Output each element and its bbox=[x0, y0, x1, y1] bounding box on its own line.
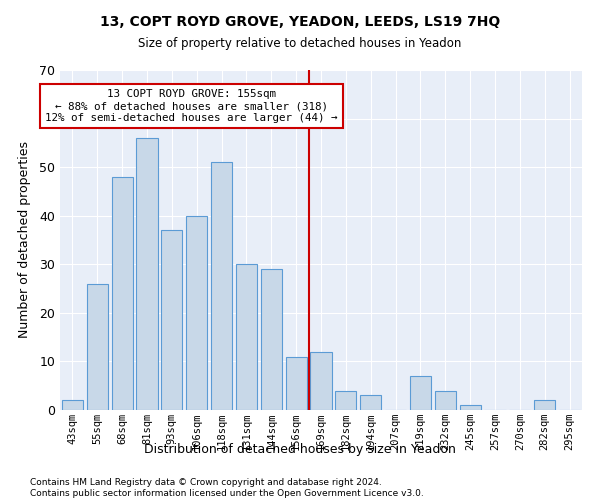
Y-axis label: Number of detached properties: Number of detached properties bbox=[18, 142, 31, 338]
Bar bbox=[136, 138, 158, 410]
Bar bbox=[335, 390, 356, 410]
Bar bbox=[87, 284, 108, 410]
Text: Size of property relative to detached houses in Yeadon: Size of property relative to detached ho… bbox=[139, 38, 461, 51]
Bar bbox=[161, 230, 182, 410]
Bar bbox=[261, 269, 282, 410]
Text: Contains HM Land Registry data © Crown copyright and database right 2024.
Contai: Contains HM Land Registry data © Crown c… bbox=[30, 478, 424, 498]
Bar bbox=[286, 356, 307, 410]
Bar bbox=[112, 177, 133, 410]
Bar bbox=[236, 264, 257, 410]
Text: Distribution of detached houses by size in Yeadon: Distribution of detached houses by size … bbox=[144, 442, 456, 456]
Text: 13, COPT ROYD GROVE, YEADON, LEEDS, LS19 7HQ: 13, COPT ROYD GROVE, YEADON, LEEDS, LS19… bbox=[100, 15, 500, 29]
Bar bbox=[410, 376, 431, 410]
Text: 13 COPT ROYD GROVE: 155sqm
← 88% of detached houses are smaller (318)
12% of sem: 13 COPT ROYD GROVE: 155sqm ← 88% of deta… bbox=[46, 90, 338, 122]
Bar bbox=[211, 162, 232, 410]
Bar bbox=[62, 400, 83, 410]
Bar bbox=[460, 405, 481, 410]
Bar bbox=[435, 390, 456, 410]
Bar bbox=[186, 216, 207, 410]
Bar bbox=[534, 400, 555, 410]
Bar bbox=[360, 396, 381, 410]
Bar bbox=[310, 352, 332, 410]
